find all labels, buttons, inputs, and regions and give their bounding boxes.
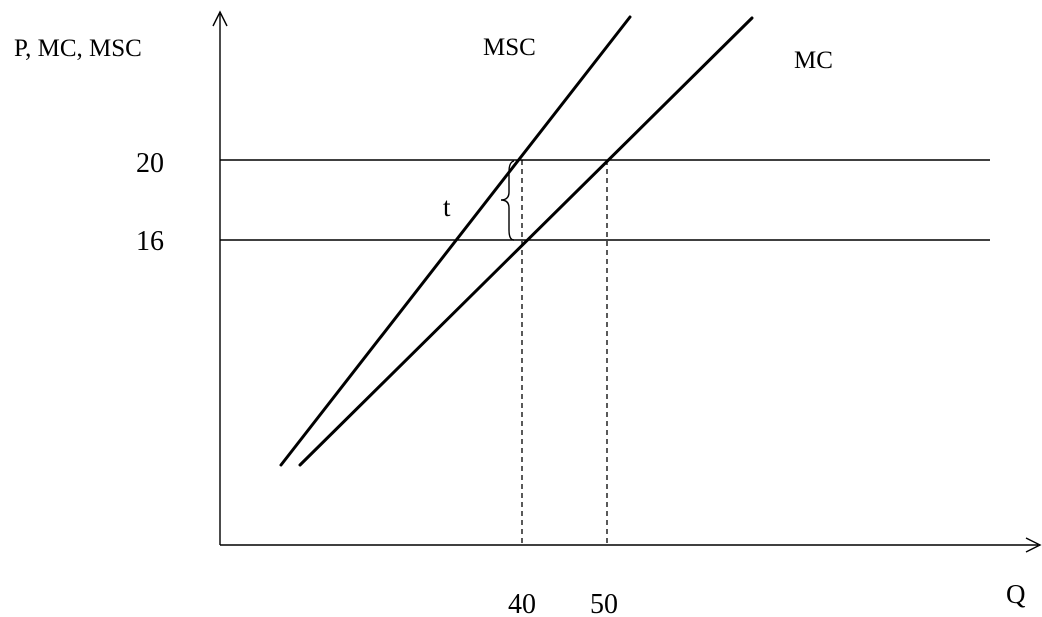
x-axis-label: Q: [1006, 579, 1026, 609]
y-axis-arrow: [212, 10, 228, 27]
msc-label: MSC: [483, 34, 536, 61]
tax-label: t: [443, 192, 451, 222]
x-axis-arrow: [1025, 537, 1042, 553]
mc-curve: [298, 16, 754, 467]
msc-curve: [279, 15, 632, 467]
quantity-label-q1: 40: [508, 589, 536, 617]
y-axis-label: P, MC, MSC: [14, 35, 142, 62]
price-label-high: 20: [136, 148, 164, 179]
tax-brace: [500, 160, 515, 241]
quantity-label-q2: 50: [590, 589, 618, 617]
price-label-low: 16: [136, 226, 164, 257]
mc-label: MC: [794, 47, 833, 74]
